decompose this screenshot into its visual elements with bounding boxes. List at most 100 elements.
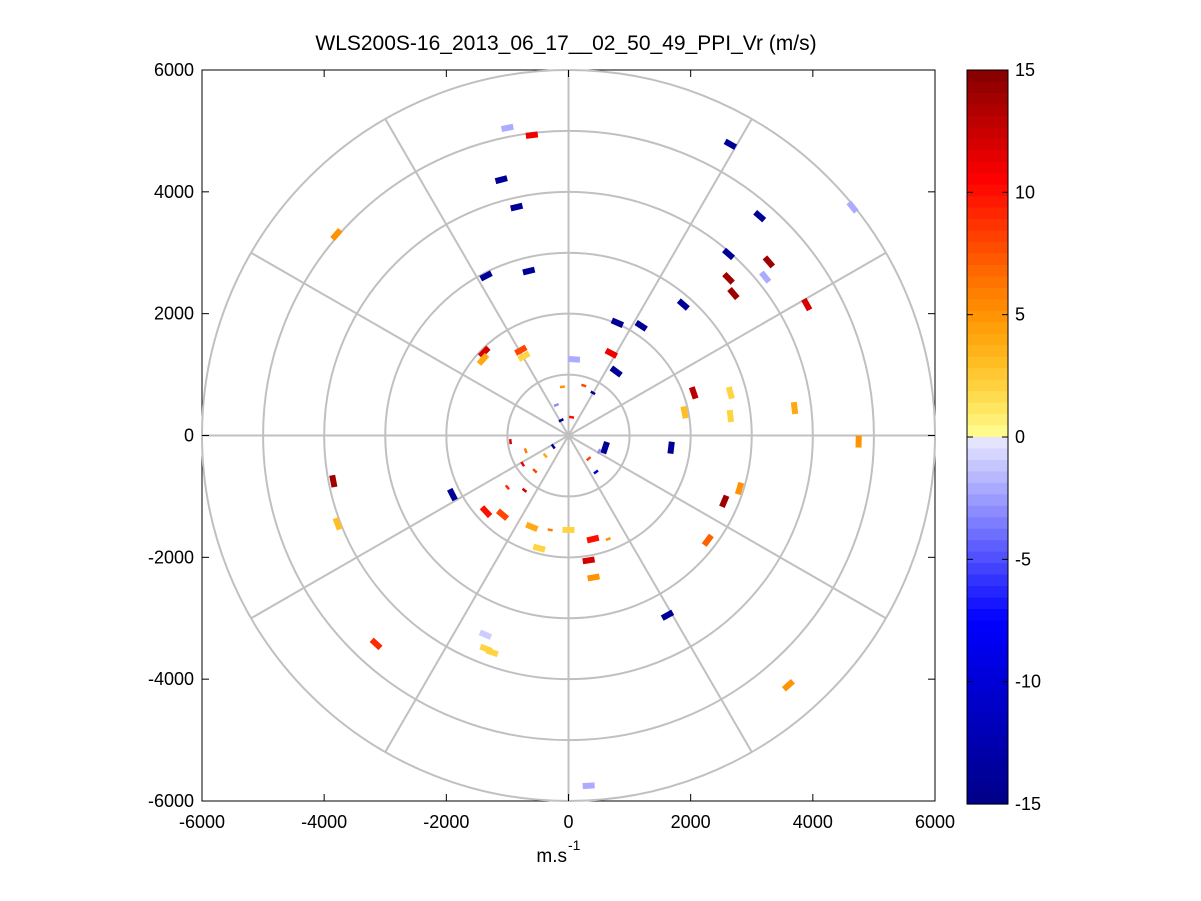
data-point <box>762 255 776 269</box>
colorbar-tick-label: 10 <box>1015 182 1035 202</box>
colorbar-segment <box>967 540 1008 553</box>
colorbar-tick-label: -5 <box>1015 549 1031 569</box>
colorbar-segment <box>967 746 1008 759</box>
data-point <box>542 452 548 459</box>
plot-area <box>201 69 936 802</box>
colorbar-segment <box>967 322 1008 335</box>
colorbar-segment <box>967 769 1008 782</box>
colorbar: 15 10 5 0 -5 -10 -15 <box>966 60 1041 814</box>
data-point <box>523 447 528 454</box>
colorbar-segment <box>967 735 1008 748</box>
colorbar-segment <box>967 689 1008 702</box>
grid-spoke <box>568 251 887 437</box>
grid-spoke <box>250 434 569 620</box>
grid-spoke <box>567 434 753 753</box>
data-point <box>332 517 343 531</box>
colorbar-segment <box>967 345 1008 358</box>
data-point <box>680 405 689 419</box>
colorbar-segment <box>967 161 1008 174</box>
colorbar-segment <box>967 563 1008 576</box>
data-point <box>510 202 524 212</box>
colorbar-segment <box>967 138 1008 151</box>
chart-title: WLS200S-16_2013_06_17__02_50_49_PPI_Vr (… <box>315 32 816 55</box>
colorbar-segment <box>967 127 1008 140</box>
y-axis-ticks: 6000 4000 2000 0 -2000 -4000 -6000 <box>148 60 935 811</box>
colorbar-segment <box>967 81 1008 94</box>
colorbar-segment <box>967 597 1008 610</box>
data-point <box>500 123 514 132</box>
data-point <box>781 679 795 692</box>
colorbar-segment <box>967 459 1008 473</box>
colorbar-segment <box>967 631 1008 645</box>
data-point <box>790 401 799 415</box>
data-point <box>562 526 575 533</box>
data-point <box>725 386 735 400</box>
x-tick-label: 0 <box>563 812 573 832</box>
data-point <box>522 266 536 276</box>
data-point <box>479 270 493 282</box>
colorbar-segment <box>967 402 1008 415</box>
data-point <box>582 556 596 565</box>
colorbar-segment <box>967 723 1008 736</box>
grid-spoke <box>384 434 570 753</box>
data-point <box>559 385 566 389</box>
data-point <box>634 320 648 332</box>
data-point <box>567 355 581 363</box>
data-point <box>610 317 625 328</box>
x-axis-label: m.s <box>536 846 567 867</box>
colorbar-segment <box>967 586 1008 599</box>
data-point <box>330 227 343 241</box>
colorbar-segment <box>967 264 1008 278</box>
data-point <box>504 484 510 490</box>
colorbar-segment <box>967 517 1008 530</box>
colorbar-tick-label: 15 <box>1015 60 1035 80</box>
data-point <box>550 443 556 450</box>
colorbar-segment <box>967 448 1008 461</box>
y-tick-label: 2000 <box>154 304 194 324</box>
colorbar-segment <box>967 425 1008 438</box>
data-point <box>478 629 493 640</box>
data-point <box>590 390 596 396</box>
data-point <box>600 441 610 455</box>
data-point <box>514 344 528 356</box>
data-point <box>734 481 745 496</box>
colorbar-segment <box>967 551 1008 564</box>
colorbar-segment <box>967 242 1008 255</box>
data-point <box>722 247 736 261</box>
x-tick-label: -2000 <box>423 812 469 832</box>
colorbar-segment <box>967 437 1008 450</box>
colorbar-segment <box>967 712 1008 725</box>
colorbar-segment <box>967 253 1008 266</box>
x-tick-label: -4000 <box>301 812 347 832</box>
data-point <box>582 782 595 790</box>
y-tick-label: 4000 <box>154 182 194 202</box>
grid-spoke <box>250 251 569 437</box>
colorbar-segment <box>967 287 1008 300</box>
colorbar-segment <box>967 505 1008 518</box>
colorbar-segment <box>967 654 1008 667</box>
data-point <box>801 297 813 312</box>
colorbar-segment <box>967 70 1008 83</box>
data-point <box>676 298 690 311</box>
colorbar-tick-label: -15 <box>1015 794 1041 814</box>
data-point <box>605 536 611 542</box>
colorbar-segment <box>967 230 1008 243</box>
data-point <box>586 534 600 544</box>
data-point <box>532 543 546 553</box>
data-point <box>495 508 510 521</box>
colorbar-segment <box>967 219 1008 232</box>
data-point <box>520 461 526 467</box>
colorbar-segment <box>967 677 1008 690</box>
colorbar-segment <box>967 207 1008 220</box>
colorbar-segment <box>967 781 1008 794</box>
data-point <box>585 456 592 462</box>
data-point <box>846 200 859 214</box>
colorbar-segment <box>967 700 1008 713</box>
data-point <box>517 350 531 362</box>
colorbar-segment <box>967 414 1008 427</box>
x-axis-ticks: -6000 -4000 -2000 0 2000 4000 6000 <box>179 70 955 832</box>
data-point <box>369 637 383 651</box>
data-point <box>521 487 528 493</box>
colorbar-segment <box>967 196 1008 209</box>
colorbar-segment <box>967 609 1008 622</box>
